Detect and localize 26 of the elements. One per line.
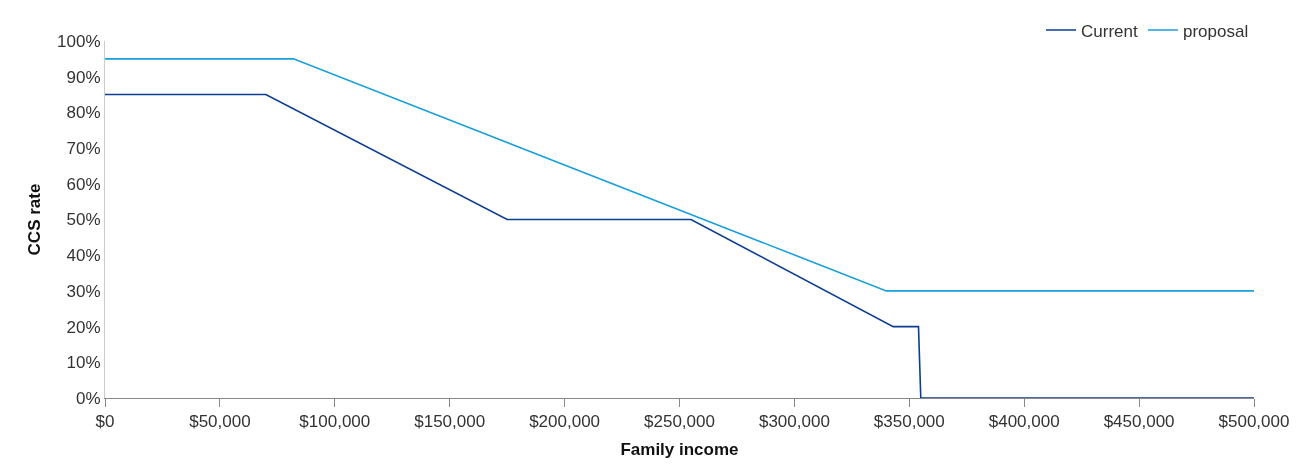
- x-tick-label: $350,000: [873, 412, 945, 432]
- y-tick-label: 70%: [66, 139, 101, 159]
- x-tick-label: $0: [95, 412, 115, 432]
- x-tick-label: $200,000: [529, 412, 601, 432]
- y-tick-label: 0%: [76, 388, 101, 408]
- x-axis-title: Family income: [620, 439, 739, 459]
- y-tick-label: 80%: [66, 103, 101, 123]
- x-tick-label: $50,000: [189, 412, 251, 432]
- x-tick-label: $250,000: [644, 412, 715, 432]
- legend-label: proposal: [1182, 21, 1249, 41]
- y-tick-label: 90%: [66, 67, 101, 87]
- x-tick-label: $100,000: [299, 412, 371, 432]
- x-tick-label: $150,000: [414, 412, 486, 432]
- legend-label: Current: [1081, 21, 1138, 41]
- y-tick-label: 50%: [66, 210, 101, 230]
- y-axis-title: CCS rate: [24, 183, 44, 256]
- x-tick-label: $300,000: [758, 412, 830, 432]
- x-tick-label: $500,000: [1218, 412, 1290, 432]
- x-tick-label: $450,000: [1103, 412, 1175, 432]
- y-tick-label: 20%: [66, 317, 101, 337]
- y-tick-label: 100%: [57, 31, 101, 51]
- y-tick-label: 60%: [66, 174, 101, 194]
- y-tick-label: 10%: [66, 353, 101, 373]
- y-tick-label: 40%: [66, 246, 101, 266]
- x-tick-label: $400,000: [988, 412, 1060, 432]
- y-tick-label: 30%: [66, 281, 101, 301]
